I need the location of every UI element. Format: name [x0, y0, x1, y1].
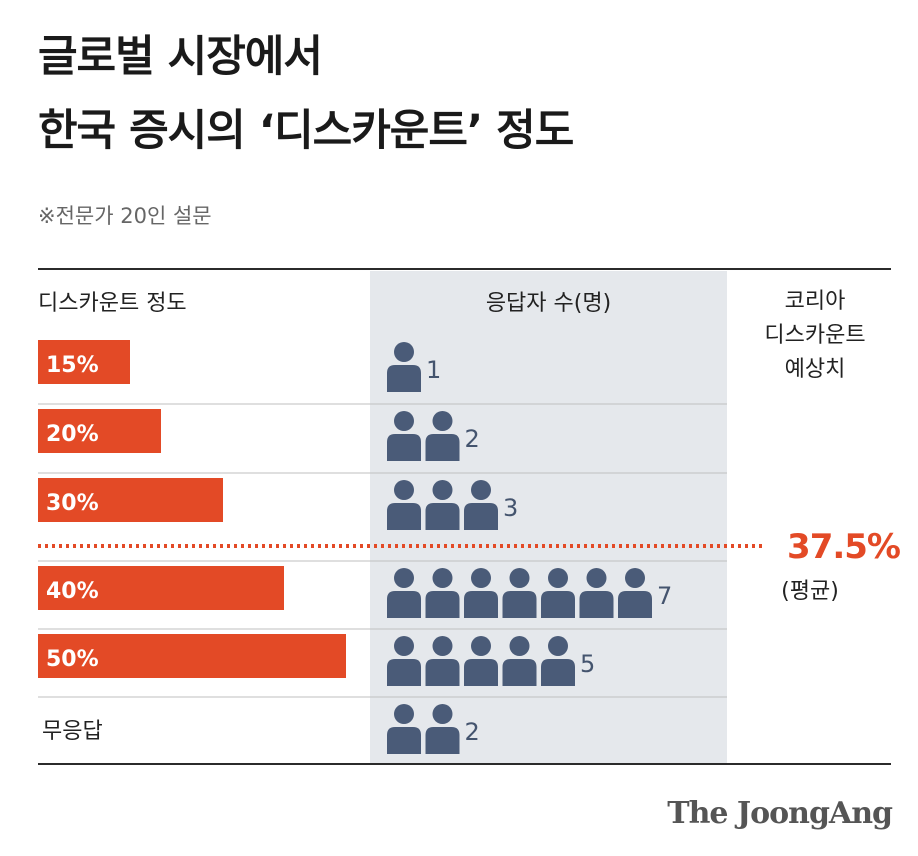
person-head — [548, 568, 568, 588]
person-body — [464, 659, 498, 686]
respondent-icon — [425, 568, 460, 618]
bar-category-label: 15% — [46, 353, 99, 378]
respondent-icon — [464, 636, 498, 686]
respondent-icon — [618, 568, 652, 618]
respondent-icon — [387, 342, 421, 392]
person-body — [425, 659, 460, 686]
person-head — [625, 568, 645, 588]
person-head — [432, 704, 453, 724]
person-body — [387, 365, 421, 392]
source-logo: The JoongAng — [667, 796, 893, 831]
person-head — [394, 636, 414, 656]
respondent-icon — [464, 568, 498, 618]
respondent-icon — [387, 704, 421, 754]
bar-category-label: 20% — [46, 422, 99, 447]
person-body — [618, 591, 652, 618]
respondent-count-label: 5 — [580, 650, 595, 678]
respondent-icon — [425, 480, 460, 530]
person-head — [548, 636, 568, 656]
discount-bar — [38, 478, 223, 522]
person-body — [464, 503, 498, 530]
header-estimate-line1: 코리아 — [784, 289, 846, 314]
person-head — [471, 636, 491, 656]
person-body — [425, 503, 460, 530]
person-head — [432, 636, 453, 656]
person-head — [394, 568, 414, 588]
bar-category-label: 무응답 — [42, 719, 103, 744]
person-head — [394, 480, 414, 500]
respondent-icon — [541, 568, 575, 618]
header-estimate-line3: 예상치 — [784, 357, 846, 382]
person-body — [387, 727, 421, 754]
bottom-rule — [38, 763, 891, 765]
discount-bar — [38, 340, 130, 384]
person-body — [502, 659, 537, 686]
person-body — [425, 591, 460, 618]
header-estimate-line2: 디스카운트 — [764, 323, 866, 348]
person-head — [432, 568, 453, 588]
top-rule — [38, 268, 891, 270]
respondent-icon — [387, 636, 421, 686]
person-body — [387, 503, 421, 530]
respondent-icon — [502, 636, 537, 686]
respondent-icon — [502, 568, 537, 618]
person-head — [394, 342, 414, 362]
bar-category-label: 50% — [46, 647, 99, 672]
person-head — [394, 411, 414, 431]
person-body — [502, 591, 537, 618]
discount-bar — [38, 634, 346, 678]
person-body — [387, 659, 421, 686]
chart-subtitle: ※전문가 20인 설문 — [38, 204, 212, 228]
respondent-count-label: 2 — [465, 718, 480, 746]
average-value: 37.5% — [787, 527, 901, 567]
respondent-icon — [464, 480, 498, 530]
respondent-icon — [425, 411, 460, 461]
respondent-icon — [387, 411, 421, 461]
respondent-icon — [387, 480, 421, 530]
person-body — [464, 591, 498, 618]
person-body — [541, 659, 575, 686]
bar-category-label: 40% — [46, 579, 99, 604]
person-body — [579, 591, 614, 618]
chart-title-line1: 글로벌 시장에서 — [38, 32, 323, 82]
chart-title-line2: 한국 증시의 ‘디스카운트’ 정도 — [38, 106, 574, 156]
header-respondents: 응답자 수(명) — [485, 291, 612, 316]
person-head — [509, 636, 530, 656]
person-body — [425, 434, 460, 461]
respondent-count-label: 7 — [657, 582, 672, 610]
average-label: (평균) — [781, 579, 839, 604]
bar-category-label: 30% — [46, 491, 99, 516]
person-head — [394, 704, 414, 724]
person-head — [432, 411, 453, 431]
person-body — [425, 727, 460, 754]
discount-bar — [38, 566, 284, 610]
person-body — [387, 591, 421, 618]
respondent-count-label: 2 — [465, 425, 480, 453]
respondent-icon — [579, 568, 614, 618]
respondent-icon — [425, 704, 460, 754]
respondent-icon — [541, 636, 575, 686]
discount-bar — [38, 409, 161, 453]
respondent-icon — [387, 568, 421, 618]
header-discount: 디스카운트 정도 — [38, 291, 187, 316]
person-body — [541, 591, 575, 618]
person-body — [387, 434, 421, 461]
person-head — [509, 568, 530, 588]
header-estimate: 코리아 디스카운트 예상치 — [730, 285, 900, 387]
respondent-count-label: 3 — [503, 494, 518, 522]
person-head — [471, 568, 491, 588]
person-head — [432, 480, 453, 500]
respondent-count-label: 1 — [426, 356, 441, 384]
person-head — [471, 480, 491, 500]
person-head — [586, 568, 607, 588]
respondent-icon — [425, 636, 460, 686]
